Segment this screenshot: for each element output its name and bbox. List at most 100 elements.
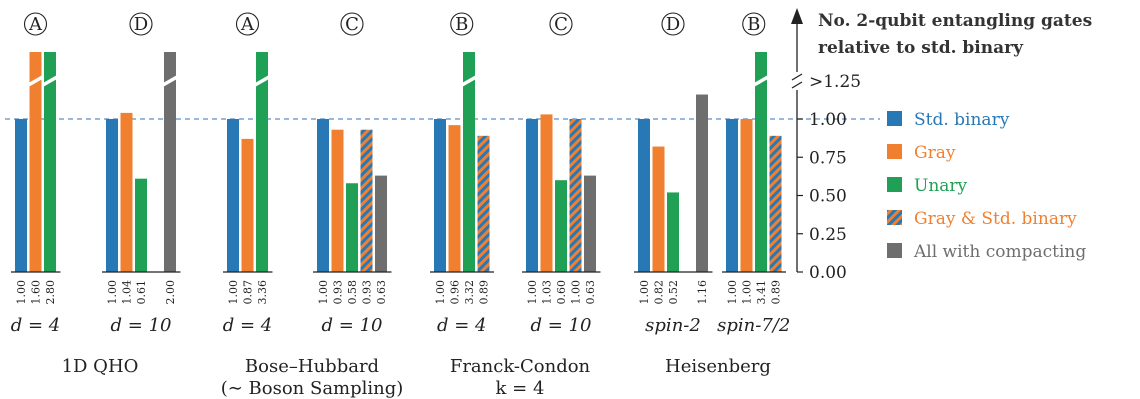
group-label: Bose–Hubbard (245, 356, 379, 377)
bar-unary (667, 192, 679, 272)
marker-circle (450, 12, 474, 36)
bar-gray (331, 129, 344, 272)
subgroup-label: d = 10 (322, 315, 383, 336)
y-axis-break-icon (791, 73, 803, 89)
data-label: 1.16 (696, 280, 709, 305)
data-label: 0.63 (584, 280, 597, 305)
group-label: Heisenberg (665, 356, 771, 377)
data-label: 1.00 (638, 280, 651, 305)
bar-std-binary (434, 119, 446, 272)
group-label: Franck-Condon (450, 356, 591, 377)
data-label: 1.00 (106, 280, 119, 305)
bar-compact (164, 52, 176, 272)
bar-compact (696, 94, 708, 273)
marker-letter: C (554, 14, 568, 35)
data-label: 3.36 (256, 280, 269, 305)
legend-label: All with compacting (913, 242, 1086, 262)
axis-break-mark (28, 75, 43, 87)
data-label: 0.93 (332, 280, 345, 305)
data-label: 0.82 (653, 280, 666, 305)
marker-circle (235, 12, 260, 36)
legend-label: Unary (914, 176, 968, 196)
bar-gray (120, 112, 133, 272)
bar-std-binary (106, 119, 118, 272)
data-label: 1.00 (15, 280, 28, 305)
subgroup-label: d = 10 (531, 315, 592, 336)
axis-break-mark (163, 75, 177, 87)
marker-circle (661, 12, 685, 36)
group-label: k = 4 (496, 378, 545, 399)
subgroup-label: spin-2 (645, 315, 701, 336)
data-label: 1.00 (317, 280, 330, 305)
bar-unary (135, 178, 147, 272)
bar-std-binary (526, 119, 538, 272)
subgroup-label: d = 10 (111, 315, 172, 336)
data-label: 1.00 (726, 280, 739, 305)
bar-gray (652, 146, 665, 272)
marker-circle (742, 12, 766, 36)
marker-letter: A (240, 14, 255, 35)
y-tick-label: 0.75 (809, 148, 847, 168)
bar-gray (540, 114, 553, 272)
bar-gray-std (360, 129, 373, 272)
legend-swatch (887, 144, 902, 159)
data-label: 0.96 (449, 280, 462, 305)
y-tick-label: 1.00 (809, 110, 847, 130)
marker-letter: A (28, 14, 43, 35)
bar-gray-std (477, 135, 490, 272)
bar-compact (584, 175, 596, 272)
bar-gray-std (569, 119, 582, 272)
bar-std-binary (638, 119, 650, 272)
legend-swatch (887, 243, 902, 258)
bar-gray (740, 119, 753, 272)
legend-swatch (887, 177, 902, 192)
marker-letter: B (455, 14, 468, 35)
marker-circle (340, 12, 364, 36)
y-axis-arrow-icon (791, 8, 803, 24)
bar-unary (256, 52, 268, 272)
data-label: 0.52 (667, 280, 680, 305)
bar-unary (463, 52, 475, 272)
marker-letter: D (134, 14, 148, 35)
bar-gray (448, 125, 461, 273)
data-label: 1.00 (570, 280, 583, 305)
bar-unary (44, 52, 56, 272)
data-label: 1.00 (526, 280, 539, 305)
y-axis-title: No. 2-qubit entangling gates (818, 11, 1092, 31)
marker-circle (23, 12, 48, 36)
subgroup-label: d = 4 (223, 315, 273, 336)
y-tick-label: 0.50 (809, 187, 847, 207)
data-label: 0.61 (135, 280, 148, 305)
bar-unary (755, 52, 767, 272)
bar-gray (241, 138, 254, 272)
data-label: 0.58 (346, 280, 359, 305)
y-tick-label: 0.00 (809, 263, 847, 283)
data-label: 3.32 (463, 280, 476, 305)
axis-break-mark (43, 75, 57, 87)
axis-break-mark (754, 75, 768, 87)
subgroup-label: spin-7/2 (717, 315, 790, 336)
legend-label: Gray (914, 143, 956, 163)
marker-letter: C (345, 14, 359, 35)
y-tick-label: 0.25 (809, 225, 847, 245)
data-label: 0.87 (242, 280, 255, 305)
data-label: 0.89 (770, 280, 783, 305)
data-label: 0.60 (555, 280, 568, 305)
bar-unary (555, 180, 567, 272)
legend-swatch (887, 210, 902, 225)
legend-label: Std. binary (914, 110, 1010, 130)
bar-std-binary (317, 119, 329, 272)
y-tick-label: >1.25 (809, 72, 861, 92)
axis-break-mark (462, 75, 476, 87)
marker-circle (549, 12, 573, 36)
bar-std-binary (227, 119, 239, 272)
data-label: 0.89 (478, 280, 491, 305)
legend-swatch (887, 111, 902, 126)
data-label: 1.04 (121, 280, 134, 305)
bar-gray (29, 52, 42, 272)
subgroup-label: d = 4 (11, 315, 61, 336)
bar-gray-std (769, 135, 782, 272)
y-axis-title: relative to std. binary (818, 38, 1024, 58)
bar-compact (375, 175, 387, 272)
data-label: 1.00 (434, 280, 447, 305)
